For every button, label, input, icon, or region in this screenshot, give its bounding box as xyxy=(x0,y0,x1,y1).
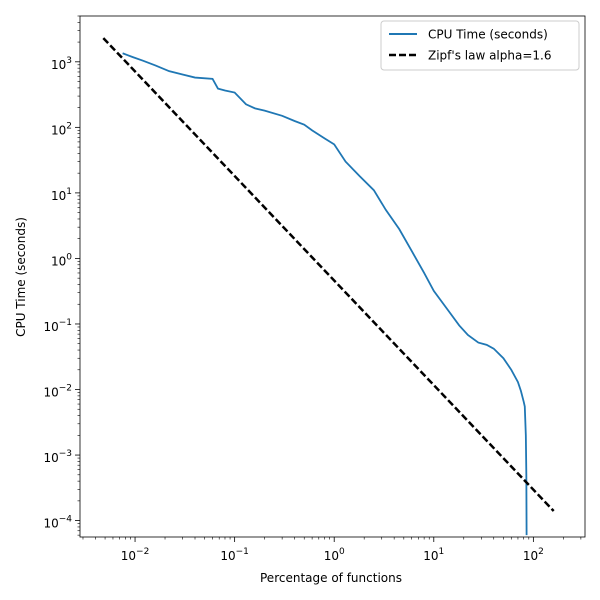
x-axis-label: Percentage of functions xyxy=(260,571,402,585)
y-axis: 10−4 10−3 10−2 10−1 100 101 102 103 xyxy=(43,15,80,536)
y-tick-label-7: 103 xyxy=(51,56,72,72)
y-tick-label-4: 100 xyxy=(51,252,72,268)
x-tick-label-0: 10−2 xyxy=(121,547,150,563)
y-tick-label-0: 10−4 xyxy=(43,515,72,531)
y-axis-label: CPU Time (seconds) xyxy=(14,217,28,337)
x-tick-label-1: 10−1 xyxy=(220,547,249,563)
y-tick-label-3: 10−1 xyxy=(43,318,72,334)
y-tick-label-5: 101 xyxy=(51,187,72,203)
x-axis: 10−2 10−1 100 101 102 xyxy=(82,537,582,563)
series-layer xyxy=(102,37,555,536)
legend-label-zipf: Zipf's law alpha=1.6 xyxy=(428,49,551,63)
legend-label-cpu-time: CPU Time (seconds) xyxy=(428,28,548,42)
series-line-1 xyxy=(102,37,555,512)
x-tick-label-2: 100 xyxy=(324,547,345,563)
series-line-0 xyxy=(122,52,528,536)
y-tick-label-6: 102 xyxy=(51,121,72,137)
axes-frame xyxy=(79,15,586,538)
legend-box xyxy=(380,20,580,71)
y-tick-label-1: 10−3 xyxy=(43,449,72,465)
legend: CPU Time (seconds) Zipf's law alpha=1.6 xyxy=(380,20,580,71)
plot-area xyxy=(79,15,586,538)
x-tick-label-3: 101 xyxy=(423,547,444,563)
y-tick-label-2: 10−2 xyxy=(43,384,72,400)
x-tick-label-4: 102 xyxy=(523,547,544,563)
